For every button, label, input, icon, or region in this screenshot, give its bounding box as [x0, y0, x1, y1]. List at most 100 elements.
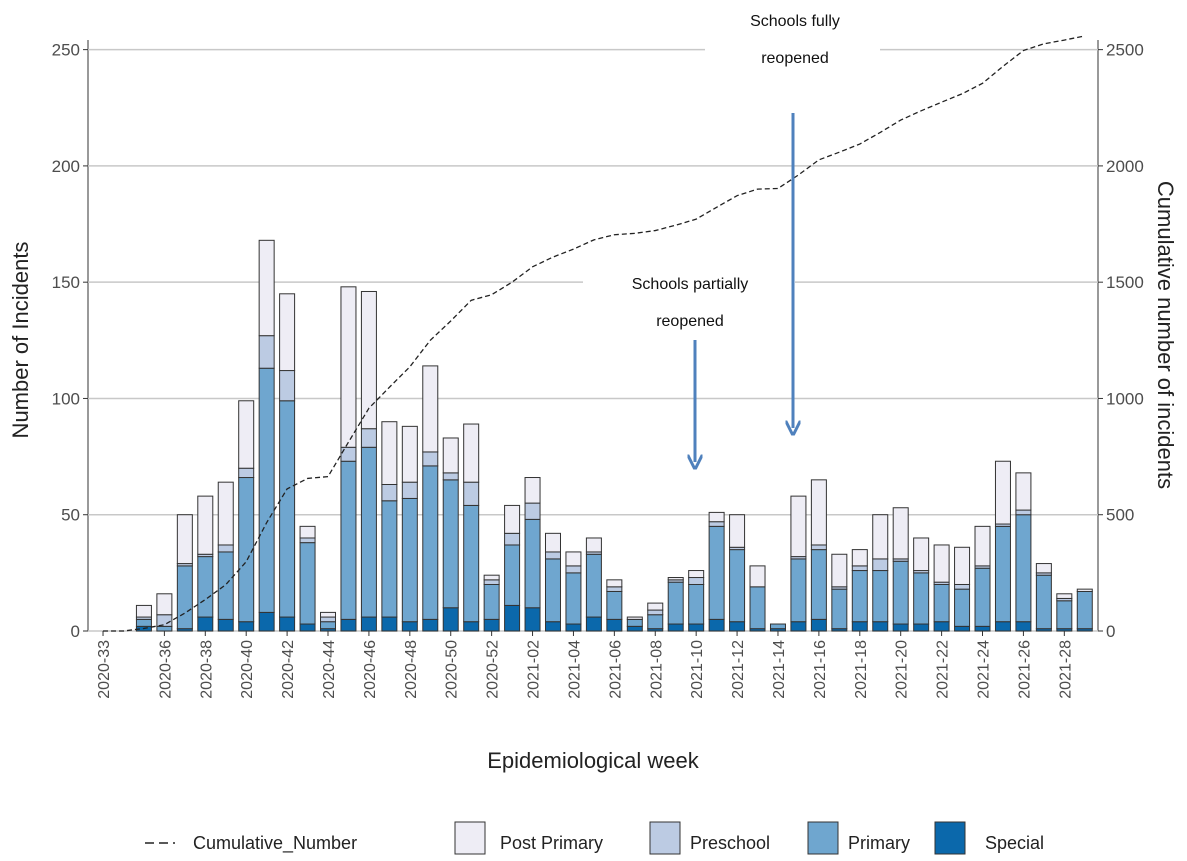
bar-segment: [1035, 563, 1052, 574]
bar-segment: [872, 514, 889, 560]
bar-segment: [360, 446, 377, 618]
bar-segment: [585, 553, 602, 618]
bar-segment: [892, 507, 909, 560]
bar-segment: [585, 616, 602, 632]
y2-axis-label: Cumulative number of incidents: [1153, 181, 1178, 489]
bar-segment: [135, 618, 152, 627]
bar-segment: [176, 565, 193, 630]
y2-tick-label: 2000: [1106, 157, 1144, 176]
x-tick-label: 2021-20: [894, 640, 911, 699]
bar-segment: [401, 481, 418, 499]
x-tick-label: 2021-26: [1016, 640, 1033, 699]
y-tick-label: 100: [52, 389, 80, 408]
bar-segment: [258, 239, 275, 337]
bar-segment: [544, 551, 561, 560]
x-tick-label: 2020-38: [198, 640, 215, 699]
bar-segment: [442, 437, 459, 474]
x-tick-label: 2020-44: [321, 640, 338, 699]
y2-tick-label: 500: [1106, 506, 1134, 525]
bar-segment: [626, 618, 643, 627]
bar-segment: [933, 583, 950, 623]
bar-segment: [483, 574, 500, 581]
bar-segment: [1076, 590, 1093, 630]
annotation: Schools partially: [632, 276, 749, 293]
bar-segment: [606, 579, 623, 588]
bar-segment: [135, 604, 152, 618]
annotation: Schools fully: [750, 13, 840, 30]
x-tick-label: 2021-18: [853, 640, 870, 699]
bar-segment: [463, 621, 480, 632]
bar-segment: [913, 572, 930, 625]
legend-label: Cumulative_Number: [193, 833, 357, 854]
bar-segment: [892, 560, 909, 625]
bar-segment: [360, 428, 377, 448]
bar-segment: [156, 625, 173, 632]
bar-segment: [524, 477, 541, 504]
x-tick-label: 2021-28: [1057, 640, 1074, 699]
x-tick-label: 2020-52: [485, 640, 502, 699]
bar-segment: [504, 532, 521, 546]
bar-segment: [340, 286, 357, 448]
bar-segment: [790, 495, 807, 558]
bar-segment: [360, 616, 377, 632]
y-axis-label: Number of Incidents: [8, 242, 33, 439]
bar-segment: [708, 511, 725, 523]
bar-segment: [320, 621, 337, 630]
bar-segment: [299, 542, 316, 625]
bar-segment: [504, 544, 521, 606]
bar-segment: [1015, 621, 1032, 632]
bar-segment: [585, 537, 602, 553]
bar-segment: [974, 525, 991, 567]
bar-segment: [708, 521, 725, 527]
bar-segment: [729, 621, 746, 632]
bar-segment: [381, 421, 398, 485]
bar-segment: [238, 400, 255, 469]
x-tick-label: 2021-14: [771, 640, 788, 699]
bar-segment: [872, 570, 889, 623]
bar-segment: [565, 572, 582, 625]
bar-segment: [524, 518, 541, 609]
legend-swatch: [934, 821, 966, 855]
bar-segment: [933, 621, 950, 632]
bar-segment: [872, 621, 889, 632]
x-tick-label: 2021-04: [566, 640, 583, 699]
bar-segment: [504, 504, 521, 534]
legend-label: Post Primary: [500, 833, 603, 853]
bar-segment: [197, 495, 214, 555]
bar-segment: [442, 472, 459, 481]
x-tick-label: 2020-46: [362, 640, 379, 699]
bar-segment: [994, 525, 1011, 623]
bar-segment: [667, 623, 684, 632]
bar-segment: [483, 618, 500, 632]
bar-segment: [463, 504, 480, 623]
legend-label: Special: [985, 833, 1044, 853]
x-tick-label: 2020-40: [239, 640, 256, 699]
bar-segment: [504, 604, 521, 632]
bar-segment: [401, 425, 418, 483]
bar-segment: [872, 558, 889, 572]
bar-segment: [606, 618, 623, 632]
bar-segment: [442, 479, 459, 609]
bar-segment: [381, 616, 398, 632]
bar-segment: [688, 577, 705, 585]
bar-segment: [749, 565, 766, 588]
bar-segment: [851, 549, 868, 567]
bar-segment: [851, 621, 868, 632]
bar-segment: [1056, 600, 1073, 630]
bar-segment: [769, 623, 786, 630]
bar-segment: [197, 556, 214, 618]
x-tick-label: 2021-12: [730, 640, 747, 699]
bar-segment: [524, 607, 541, 632]
bar-segment: [974, 625, 991, 632]
bar-segment: [729, 514, 746, 548]
bar-segment: [340, 446, 357, 462]
annotation: reopened: [656, 313, 724, 330]
y2-tick-label: 1500: [1106, 273, 1144, 292]
bar-segment: [749, 586, 766, 630]
bar-segment: [688, 570, 705, 579]
bar-segment: [810, 549, 827, 620]
bar-segment: [279, 293, 296, 372]
bar-segment: [790, 621, 807, 632]
bar-segment: [954, 583, 971, 590]
